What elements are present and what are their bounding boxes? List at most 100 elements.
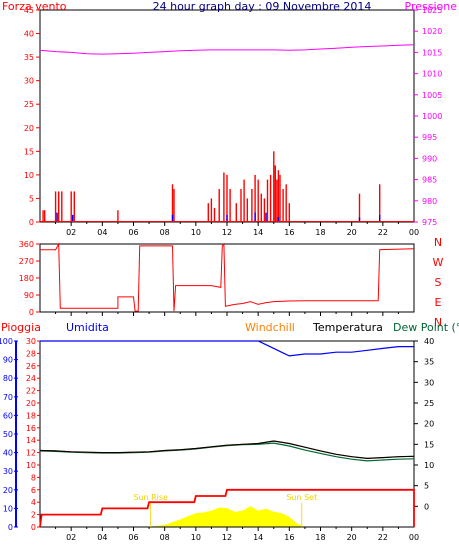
y-tick-label: 10 <box>3 504 13 513</box>
y-tick-label: 30 <box>26 337 36 346</box>
x-tick-label: 04 <box>97 533 107 542</box>
x-tick-label: 12 <box>222 228 232 237</box>
legend-temperature: Temperatura <box>312 321 383 334</box>
x-tick-label: 16 <box>284 228 294 237</box>
y-tick-label: 45 <box>24 6 34 15</box>
x-tick-label: 06 <box>128 228 138 237</box>
x-tick-label: 02 <box>66 533 76 542</box>
x-tick-label: 18 <box>315 228 325 237</box>
y-tick-label: 80 <box>3 374 13 383</box>
y-tick-label: 2 <box>31 511 36 520</box>
y-tick-label: 18 <box>26 411 36 420</box>
x-tick-label: 18 <box>315 533 325 542</box>
y-tick-label: 20 <box>424 420 434 429</box>
x-tick-label: 22 <box>378 533 388 542</box>
compass-label: N <box>434 316 442 329</box>
y-tick-label: 25 <box>424 399 434 408</box>
y-tick-label: 40 <box>3 449 13 458</box>
y-tick-label: 30 <box>424 378 434 387</box>
y-tick-label: 990 <box>422 154 437 163</box>
y-tick-label: 5 <box>29 194 34 203</box>
y-tick-label: 70 <box>3 393 13 402</box>
y-tick-label: 20 <box>3 486 13 495</box>
y-tick-label: 15 <box>424 440 434 449</box>
y-tick-label: 6 <box>31 486 36 495</box>
compass-label: E <box>435 296 442 309</box>
x-tick-label: 08 <box>160 533 170 542</box>
y-tick-label: 10 <box>24 171 34 180</box>
y-tick-label: 180 <box>19 274 34 283</box>
y-tick-label: 5 <box>424 482 429 491</box>
sun-annotation: Sun Set <box>286 493 317 502</box>
sun-annotation: Sun Rise <box>133 493 168 502</box>
y-tick-label: 985 <box>422 176 437 185</box>
y-tick-label: 1000 <box>422 112 442 121</box>
y-tick-label: 90 <box>24 291 34 300</box>
y-tick-label: 8 <box>31 473 36 482</box>
y-tick-label: 1010 <box>422 70 442 79</box>
legend-windchill: Windchill <box>245 321 295 334</box>
y-tick-label: 1025 <box>422 6 442 15</box>
rain-humidity-temperature-plot-frame <box>39 340 415 528</box>
y-tick-label: 28 <box>26 349 36 358</box>
x-tick-label: 16 <box>284 533 294 542</box>
y-tick-label: 0 <box>8 523 13 532</box>
y-tick-label: 30 <box>3 467 13 476</box>
y-tick-label: 20 <box>24 124 34 133</box>
chart-title: 24 hour graph day : 09 Novembre 2014 <box>153 0 372 13</box>
compass-label: W <box>433 256 444 269</box>
x-tick-label: 20 <box>347 228 357 237</box>
windchill-line <box>39 440 415 459</box>
solar-area <box>149 506 305 528</box>
y-tick-label: 60 <box>3 411 13 420</box>
x-tick-label: 10 <box>191 533 201 542</box>
wind-speed-axis-title: Forza vento <box>2 0 67 13</box>
x-tick-label: 10 <box>191 228 201 237</box>
y-tick-label: 4 <box>31 498 36 507</box>
y-tick-label: 1015 <box>422 48 442 57</box>
rain-line <box>39 488 415 528</box>
y-tick-label: 30 <box>24 77 34 86</box>
x-tick-label: 06 <box>128 533 138 542</box>
y-tick-label: 20 <box>26 399 36 408</box>
x-tick-label: 20 <box>347 533 357 542</box>
y-tick-label: 360 <box>19 240 34 249</box>
pressure-line <box>39 44 415 55</box>
y-tick-label: 980 <box>422 197 437 206</box>
x-tick-label: 08 <box>160 228 170 237</box>
legend-rain: Pioggia <box>1 321 41 334</box>
y-tick-label: 24 <box>26 374 36 383</box>
legend-dew_point: Dew Point (°C <box>393 321 459 334</box>
y-tick-label: 26 <box>26 362 36 371</box>
legend-humidity: Umidita <box>66 321 109 334</box>
y-tick-label: 270 <box>19 257 34 266</box>
x-tick-label: 14 <box>253 228 263 237</box>
wind-direction-line <box>40 242 415 312</box>
x-tick-label: 00 <box>409 533 419 542</box>
y-tick-label: 0 <box>29 218 34 227</box>
y-tick-label: 15 <box>24 147 34 156</box>
humidity-line <box>40 340 414 357</box>
y-tick-label: 0 <box>29 308 34 317</box>
y-tick-label: 35 <box>24 53 34 62</box>
x-tick-label: 14 <box>253 533 263 542</box>
y-tick-label: 35 <box>424 358 434 367</box>
y-tick-label: 100 <box>0 337 13 346</box>
y-tick-label: 10 <box>424 461 434 470</box>
y-tick-label: 10 <box>26 461 36 470</box>
x-tick-label: 00 <box>409 228 419 237</box>
y-tick-label: 25 <box>24 100 34 109</box>
y-tick-label: 14 <box>26 436 36 445</box>
y-tick-label: 40 <box>24 30 34 39</box>
x-tick-label: 04 <box>97 228 107 237</box>
x-tick-label: 22 <box>378 228 388 237</box>
x-tick-label: 12 <box>222 533 232 542</box>
y-tick-label: 22 <box>26 387 36 396</box>
x-tick-label: 02 <box>66 228 76 237</box>
y-tick-label: 0 <box>424 502 429 511</box>
y-tick-label: 975 <box>422 218 437 227</box>
y-tick-label: 1020 <box>422 27 442 36</box>
compass-label: S <box>435 276 442 289</box>
